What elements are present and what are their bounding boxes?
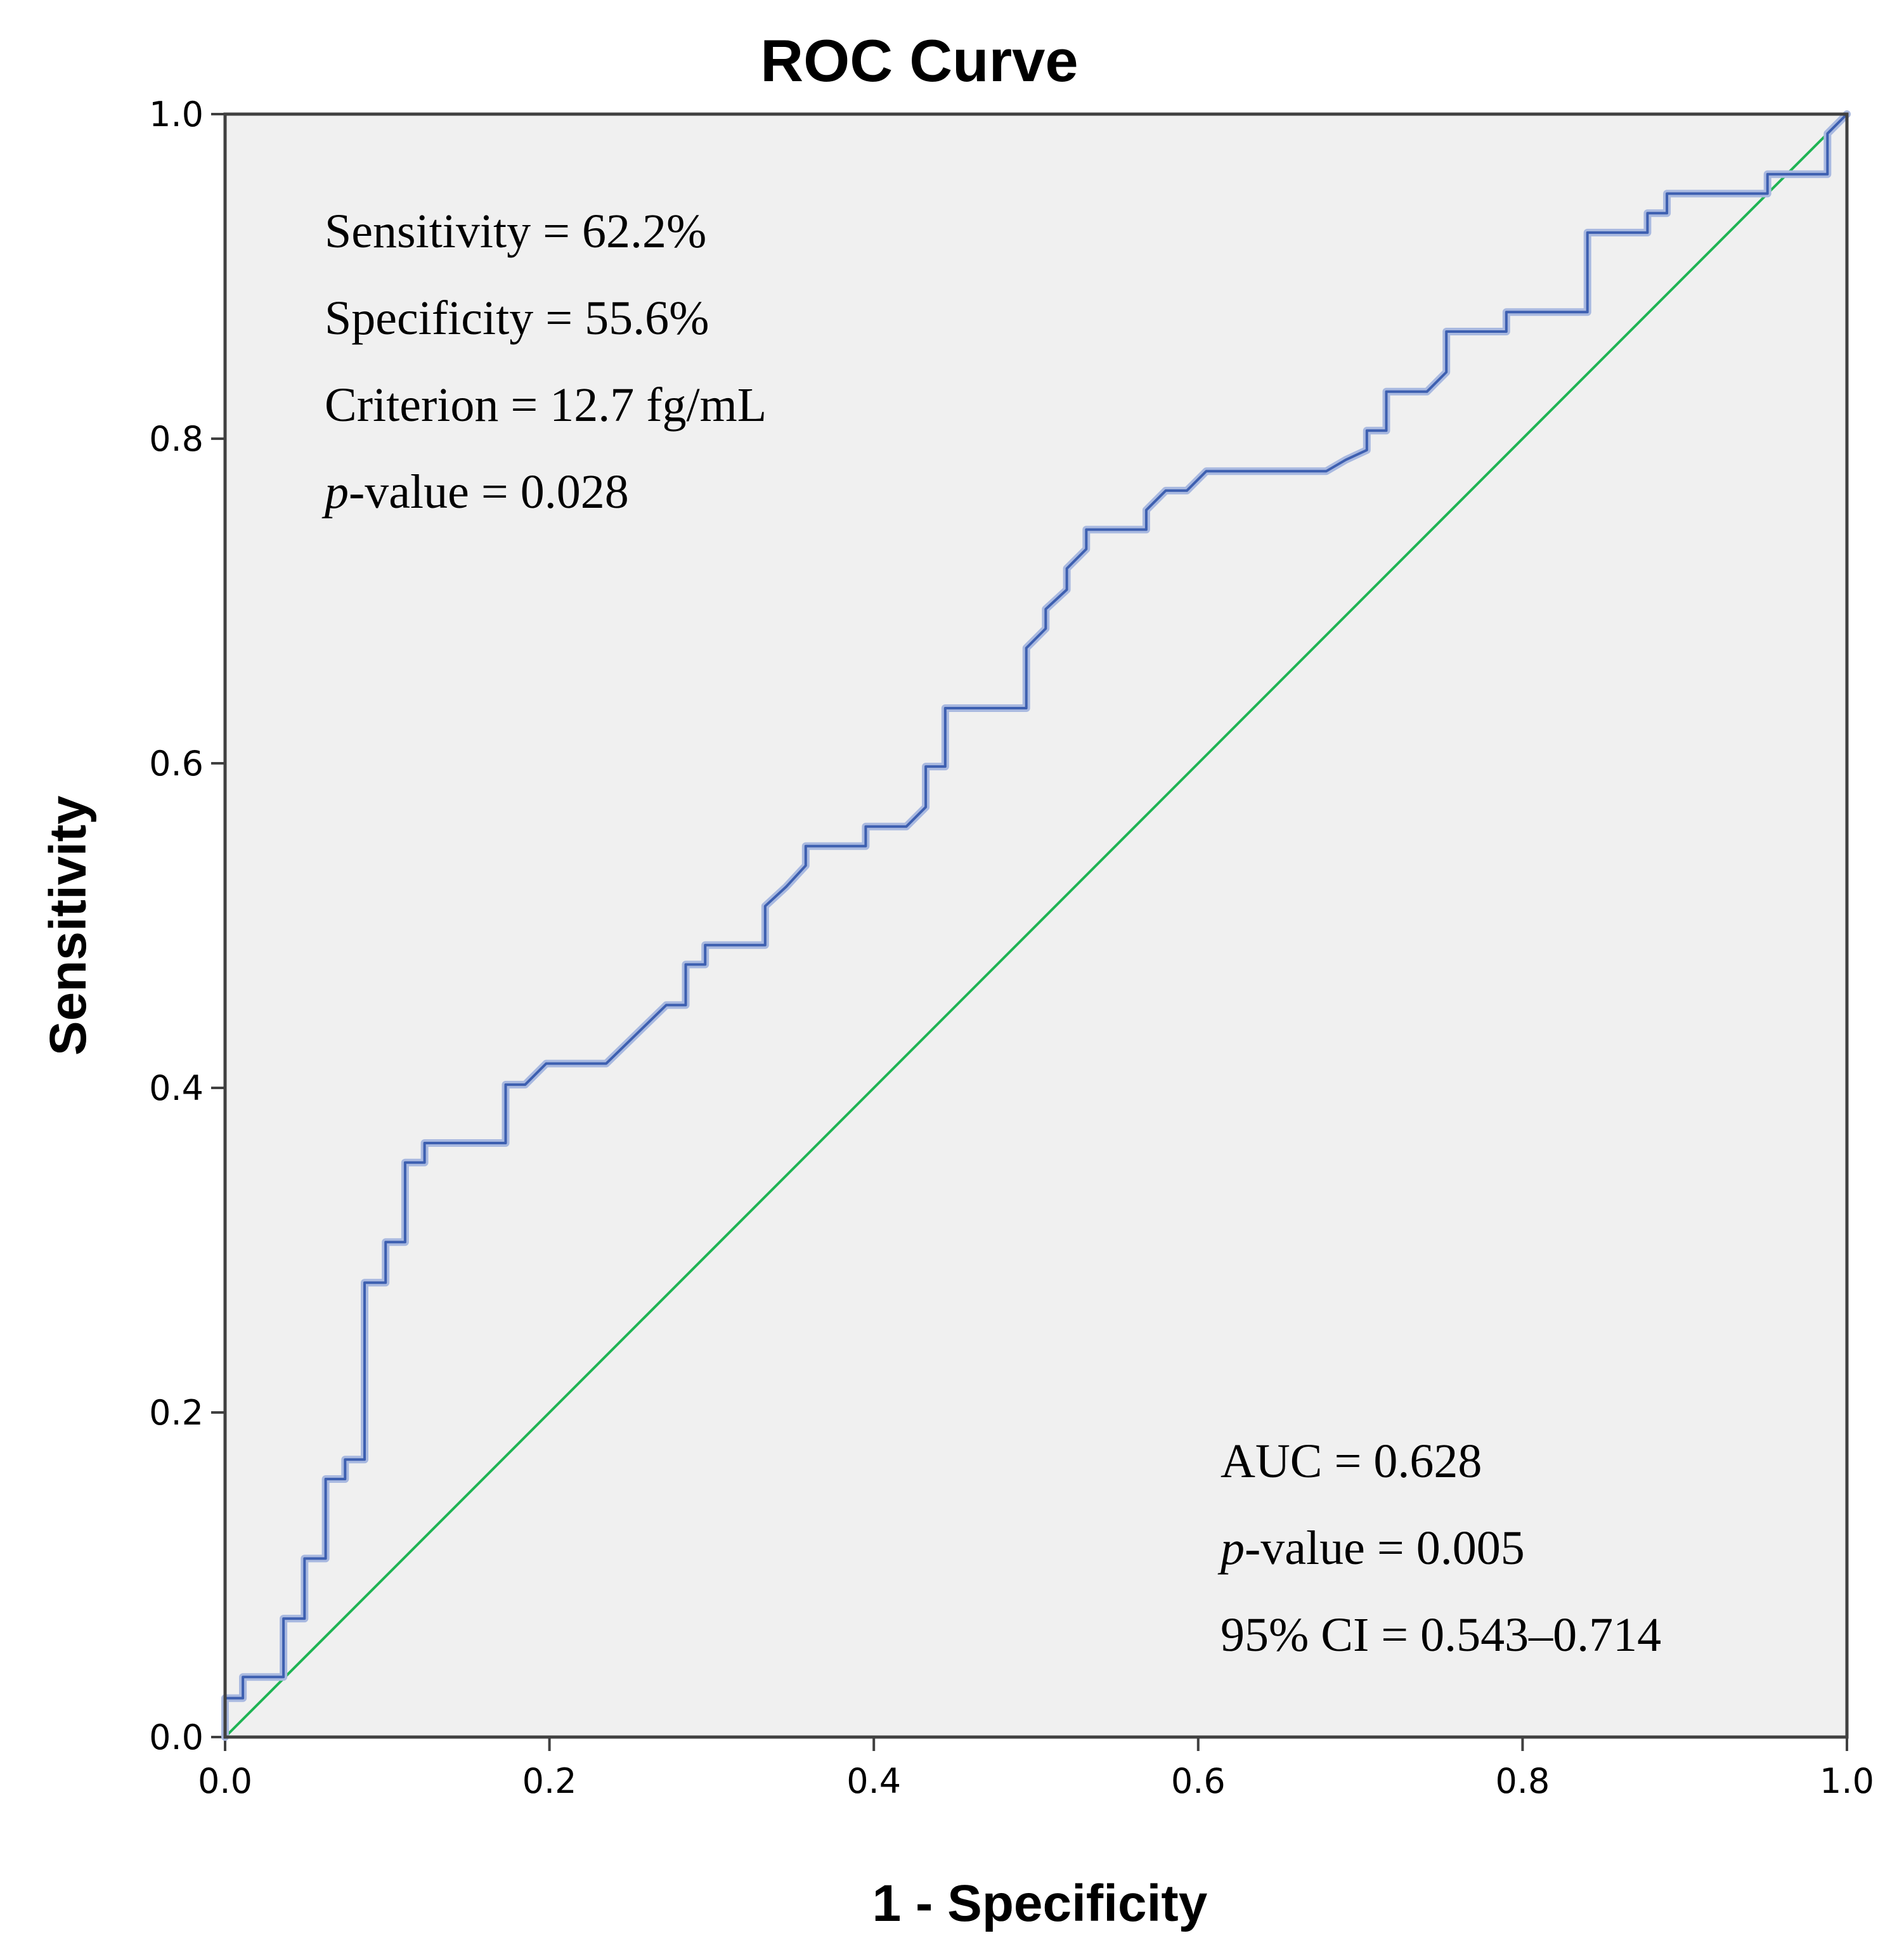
plot-frame xyxy=(223,112,1849,1739)
annotation-bottom-line-3: 95% CI = 0.543–0.714 xyxy=(1221,1608,1661,1662)
annotation-block-bottom: AUC = 0.628 p-value = 0.005 95% CI = 0.543… xyxy=(1217,1435,1661,1662)
y-tick-label: 0.0 xyxy=(149,1717,204,1757)
x-axis-label: 1 - Specificity xyxy=(872,1875,1208,1932)
reference-line xyxy=(224,113,1848,1738)
roc-curve xyxy=(224,113,1848,1737)
x-tick-label: 0.4 xyxy=(846,1761,901,1801)
annotation-block-top: Sensitivity = 62.2% Specificity = 55.6% Cr… xyxy=(321,205,767,519)
annotation-top-line-4: p-value = 0.028 xyxy=(321,465,629,519)
y-tick-label: 0.2 xyxy=(149,1393,204,1433)
annotation-top-line-3: Criterion = 12.7 fg/mL xyxy=(325,378,767,432)
x-tick-label: 0.8 xyxy=(1495,1761,1550,1801)
x-tick-label: 0.6 xyxy=(1171,1761,1226,1801)
x-tick-label: 0.2 xyxy=(522,1761,577,1801)
y-axis-ticks: 0.0 0.2 0.4 0.6 0.8 1.0 xyxy=(149,94,225,1757)
annotation-top-line-1: Sensitivity = 62.2% xyxy=(325,205,706,258)
x-tick-label: 0.0 xyxy=(198,1761,252,1801)
chart-title: ROC Curve xyxy=(760,27,1078,94)
y-axis-label: Sensitivity xyxy=(39,796,97,1056)
y-tick-label: 0.4 xyxy=(149,1068,204,1108)
annotation-bottom-line-1: AUC = 0.628 xyxy=(1221,1435,1482,1488)
annotation-top-line-2: Specificity = 55.6% xyxy=(325,292,709,345)
y-tick-label: 0.8 xyxy=(149,419,204,459)
y-tick-label: 0.6 xyxy=(149,744,204,784)
y-tick-label: 1.0 xyxy=(149,94,204,134)
x-axis-ticks: 0.0 0.2 0.4 0.6 0.8 1.0 xyxy=(198,1737,1874,1801)
annotation-bottom-line-2: p-value = 0.005 xyxy=(1217,1522,1525,1575)
x-tick-label: 1.0 xyxy=(1820,1761,1874,1801)
